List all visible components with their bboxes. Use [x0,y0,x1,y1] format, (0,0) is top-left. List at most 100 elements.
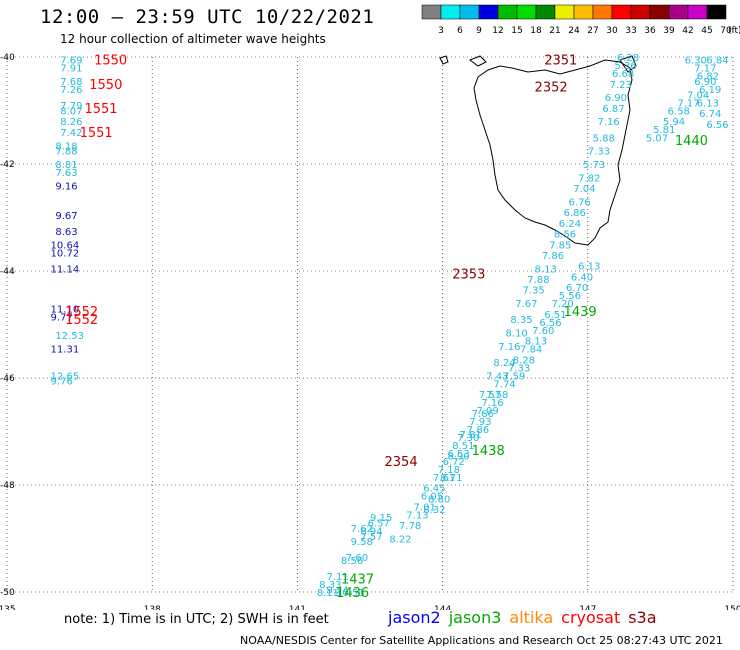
y-tick-label: -42 [0,160,15,170]
wave-height-label: 7.81 [460,430,482,441]
wave-height-label: 8.35 [510,315,532,326]
wave-height-label: 6.84 [706,56,728,67]
wave-height-label: 7.11 [326,572,348,583]
wave-height-label: 7.61 [433,473,455,484]
time-label: 2352 [535,80,568,95]
time-label: 1551 [80,126,113,141]
wave-height-label: 7.18 [438,465,460,476]
wave-height-label: 6.86 [564,208,586,219]
time-label: 1550 [94,54,127,69]
wave-height-label: 6.28 [617,53,639,64]
wave-height-label: 6.30 [685,56,707,67]
wave-height-label: 6.45 [423,484,445,495]
time-label: 1552 [65,305,98,320]
wave-height-label: 9.24 [326,585,348,596]
wave-height-label: 6.90 [694,77,716,88]
wave-height-label: 7.57 [479,390,501,401]
colorbar-tick-label: 6 [457,26,463,36]
wave-height-label: 8.26 [60,117,82,128]
legend-entry-s3a: s3a [628,608,657,627]
wave-height-label: 7.04 [573,184,595,195]
colorbar-tick-label: 42 [682,26,693,36]
wave-height-label: 8.81 [55,160,77,171]
wave-height-label: 6.70 [566,283,588,294]
wave-height-label: 7.09 [476,406,498,417]
wave-height-label: 6.51 [544,310,566,321]
wave-height-label: 7.86 [467,425,489,436]
time-label: 1438 [472,444,505,459]
colorbar-tick-label: 18 [530,26,542,36]
wave-height-label: 8.11 [317,588,339,599]
wave-height-label: 8.80 [428,494,450,505]
colorbar-tick-label: 15 [511,26,522,36]
wave-height-label: 8.94 [360,526,382,537]
wave-height-label: 8.71 [440,473,462,484]
wave-height-label: 9.77 [51,312,73,323]
wave-height-label: 6.56 [539,318,561,329]
wave-height-label: 6.57 [368,518,390,529]
wave-height-label: 9.16 [55,181,77,192]
colorbar-tick-label: 21 [549,26,560,36]
colorbar-tick-label: 45 [701,26,712,36]
wave-height-label: 6.76 [568,197,590,208]
colorbar-tick-label: 3 [438,26,444,36]
wave-height-label: 11.31 [51,345,80,356]
colorbar-tick-label: 70 [720,26,732,36]
y-tick-label: -48 [0,481,15,491]
wave-height-label: 11.14 [51,264,80,275]
wave-height-label: 5.56 [559,291,581,302]
wave-height-label: 6.87 [602,104,624,115]
wave-height-label: 6.74 [699,109,721,120]
wave-height-label: 8.63 [55,227,77,238]
wave-height-label: 7.91 [60,64,82,75]
x-tick-label: 150 [724,605,740,610]
time-label: 2351 [544,54,577,69]
time-label: 1551 [84,102,117,117]
wave-height-label: 7.78 [399,521,421,532]
wave-height-label: 9.15 [370,513,392,524]
wave-height-label: 6.90 [605,93,627,104]
time-label: 2353 [452,268,485,283]
wave-height-label: 9.76 [51,377,73,388]
wave-height-label: 8.56 [341,556,363,567]
wave-height-label: 7.30 [457,433,479,444]
x-tick-label: 135 [0,605,16,610]
wave-height-label: 7.33 [508,363,530,374]
tasmania-coastline [473,59,633,246]
wave-height-label: 7.58 [486,390,508,401]
wave-height-label: 7.88 [527,275,549,286]
x-tick-label: 147 [579,605,596,610]
wave-height-label: 8.07 [60,107,82,118]
wave-height-label: 8.90 [447,452,469,463]
y-tick-label: -50 [0,588,15,598]
wave-height-label: 7.69 [60,56,82,67]
chart-title: 12:00 – 23:59 UTC 10/22/2021 [40,6,375,28]
wave-height-label: 5.88 [593,133,615,144]
colorbar-tick-label: 27 [587,26,598,36]
wave-height-label: 7.20 [552,299,574,310]
colorbar-tick-label: 39 [663,26,675,36]
wave-height-label: 7.60 [532,326,554,337]
x-tick-label: 144 [434,605,451,610]
colorbar-tick-label: 30 [606,26,618,36]
wave-height-label: 8.10 [506,329,528,340]
legend-entry-jason2: jason2 [388,608,441,627]
legend-entry-jason3: jason3 [448,608,502,627]
wave-height-label: 6.72 [443,457,465,468]
wave-height-label: 7.16 [498,342,520,353]
footer-credit: NOAA/NESDIS Center for Satellite Applica… [240,634,723,647]
wave-height-label: 7.66 [472,409,494,420]
wave-height-label: 8.22 [389,535,411,546]
y-tick-label: -44 [0,267,15,277]
wave-height-label: 8.18 [55,141,77,152]
wave-height-label: 11.10 [51,304,80,315]
time-label: 1439 [564,305,597,320]
legend-entry-altika: altika [509,608,554,627]
colorbar-unit: (ft) [728,26,740,36]
wave-height-label: 7.35 [522,286,544,297]
wave-height-label: 7.57 [360,532,382,543]
wave-height-label: 5.73 [583,160,605,171]
wave-height-label: 6.40 [571,272,593,283]
wave-height-label: 8.33 [319,580,341,591]
